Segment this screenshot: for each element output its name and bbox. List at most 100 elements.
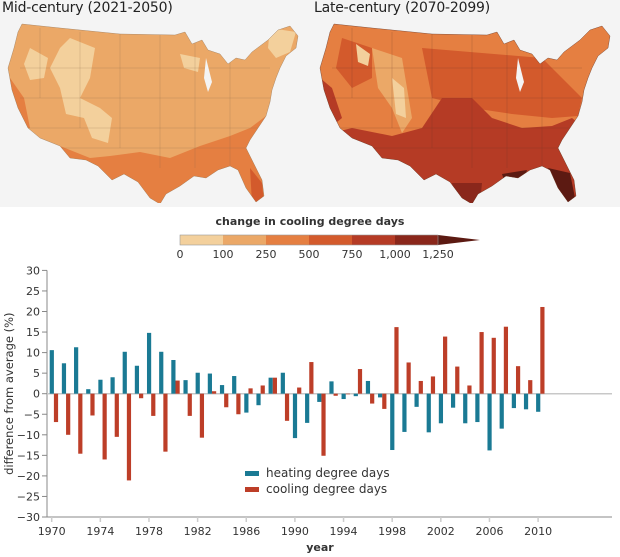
bar-cooling-1995	[357, 369, 363, 394]
legend-swatch-heating	[245, 471, 259, 476]
bar-cooling-1977	[139, 393, 144, 399]
bar-cooling-1972	[78, 393, 83, 454]
bar-cooling-1979	[163, 393, 168, 452]
x-tick-label: 1990	[281, 525, 309, 538]
y-tick-label: 10	[26, 347, 40, 360]
bar-cooling-1974	[102, 393, 107, 460]
bar-cooling-2000	[418, 380, 423, 394]
bar-cooling-2004	[467, 385, 472, 394]
colorbar-bin	[223, 235, 266, 245]
great-lakes	[516, 46, 544, 92]
x-tick-label: 1978	[135, 525, 163, 538]
bar-heating-1987	[256, 393, 261, 406]
bar-heating-1981	[183, 380, 188, 394]
bar-cooling-1975	[114, 393, 119, 437]
colorbar-tick-label: 100	[213, 248, 234, 260]
great-lakes	[204, 46, 232, 92]
bar-heating-1992	[317, 393, 322, 402]
y-tick-label: −5	[24, 408, 40, 421]
bar-heating-1998	[390, 393, 395, 451]
colorbar: 0 100 250 500 750 1,000 1,250	[177, 234, 480, 260]
colorbar-tick-label: 0	[177, 248, 184, 260]
bar-cooling-1980	[175, 380, 180, 394]
bar-heating-1978	[146, 332, 152, 394]
map-mid-fill	[8, 24, 298, 203]
bar-heating-2005	[475, 393, 480, 423]
y-tick-label: 25	[26, 285, 40, 298]
bar-cooling-1987	[260, 385, 265, 394]
bar-cooling-1982	[199, 393, 205, 438]
bar-heating-1974	[98, 379, 103, 394]
bar-cooling-1994	[345, 393, 350, 395]
bar-cooling-1973	[90, 393, 95, 416]
colorbar-tick-label: 750	[342, 248, 363, 260]
bar-heating-1989	[280, 372, 285, 394]
y-tick-label: −15	[17, 449, 40, 462]
bar-heating-2004	[463, 393, 468, 424]
bar-cooling-2009	[528, 380, 533, 394]
y-tick-label: −25	[17, 490, 40, 503]
colorbar-tick-label: 1,000	[379, 248, 411, 260]
bar-cooling-1999	[406, 362, 411, 394]
colorbar-bin	[395, 235, 438, 245]
y-tick-label: 5	[33, 367, 40, 380]
bar-heating-1973	[86, 389, 91, 394]
y-tick-label: −20	[17, 470, 40, 483]
bar-heating-1995	[353, 393, 358, 397]
bar-heating-2001	[426, 393, 431, 433]
bar-heating-1990	[292, 393, 298, 439]
bar-cooling-1986	[248, 388, 253, 394]
x-tick-label: 2002	[427, 525, 455, 538]
us-outline	[319, 23, 611, 203]
bar-cooling-1984	[224, 393, 229, 408]
bar-cooling-2007	[503, 326, 509, 394]
bar-cooling-1991	[309, 362, 314, 394]
y-tick-label: 20	[26, 306, 40, 319]
us-outline	[7, 23, 299, 203]
bar-cooling-1993	[333, 393, 338, 396]
state-borders	[332, 28, 582, 168]
bar-heating-1979	[159, 351, 164, 394]
colorbar-tick-label: 500	[299, 248, 320, 260]
y-tick-label: −30	[17, 511, 40, 524]
x-tick-label: 1986	[232, 525, 260, 538]
bar-heating-2009	[523, 393, 529, 410]
bar-heating-2000	[414, 393, 419, 407]
bar-heating-2006	[487, 393, 492, 451]
bar-cooling-1998	[394, 327, 399, 394]
bar-cooling-2008	[515, 366, 521, 394]
y-axis-title: difference from average (%)	[2, 312, 16, 474]
legend-swatch-cooling	[245, 487, 259, 492]
colorbar-bin	[309, 235, 352, 245]
colorbar-title: change in cooling degree days	[215, 215, 405, 228]
x-tick-label: 1970	[38, 525, 66, 538]
bar-cooling-1976	[126, 393, 132, 481]
bar-cooling-2003	[455, 366, 460, 394]
colorbar-frame	[179, 234, 439, 246]
y-tick-label: 15	[26, 326, 40, 339]
bar-heating-1991	[305, 393, 310, 423]
x-tick-label: 1974	[86, 525, 114, 538]
bar-heating-1988	[268, 377, 273, 394]
legend-label-heating: heating degree days	[266, 466, 390, 480]
x-tick-label: 1994	[330, 525, 358, 538]
bar-heating-1997	[378, 393, 383, 398]
bar-heating-1986	[244, 393, 249, 413]
map-title-late-century: Late-century (2070-2099)	[314, 0, 491, 16]
colorbar-tick-label: 1,250	[422, 248, 454, 260]
bar-cooling-1971	[66, 393, 71, 435]
x-axis-title: year	[306, 541, 334, 554]
bar-cooling-1989	[284, 393, 290, 421]
bar-heating-2007	[499, 393, 504, 429]
map-late-fill	[320, 24, 610, 203]
y-tick-label: 30	[26, 264, 40, 277]
bar-cooling-1988	[272, 377, 277, 394]
bar-cooling-2010	[540, 306, 545, 394]
legend-label-cooling: cooling degree days	[266, 482, 387, 496]
bar-heating-2003	[450, 393, 456, 408]
bar-heating-1994	[341, 393, 346, 400]
maps-panel: Mid-century (2021-2050) Late-century (20…	[0, 0, 620, 207]
bar-heating-1993	[329, 381, 334, 394]
colorbar-arrow	[438, 235, 480, 245]
